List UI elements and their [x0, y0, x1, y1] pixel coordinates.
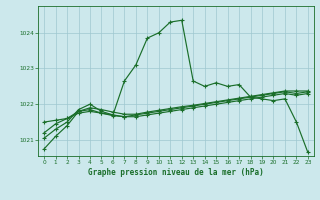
X-axis label: Graphe pression niveau de la mer (hPa): Graphe pression niveau de la mer (hPa)	[88, 168, 264, 177]
